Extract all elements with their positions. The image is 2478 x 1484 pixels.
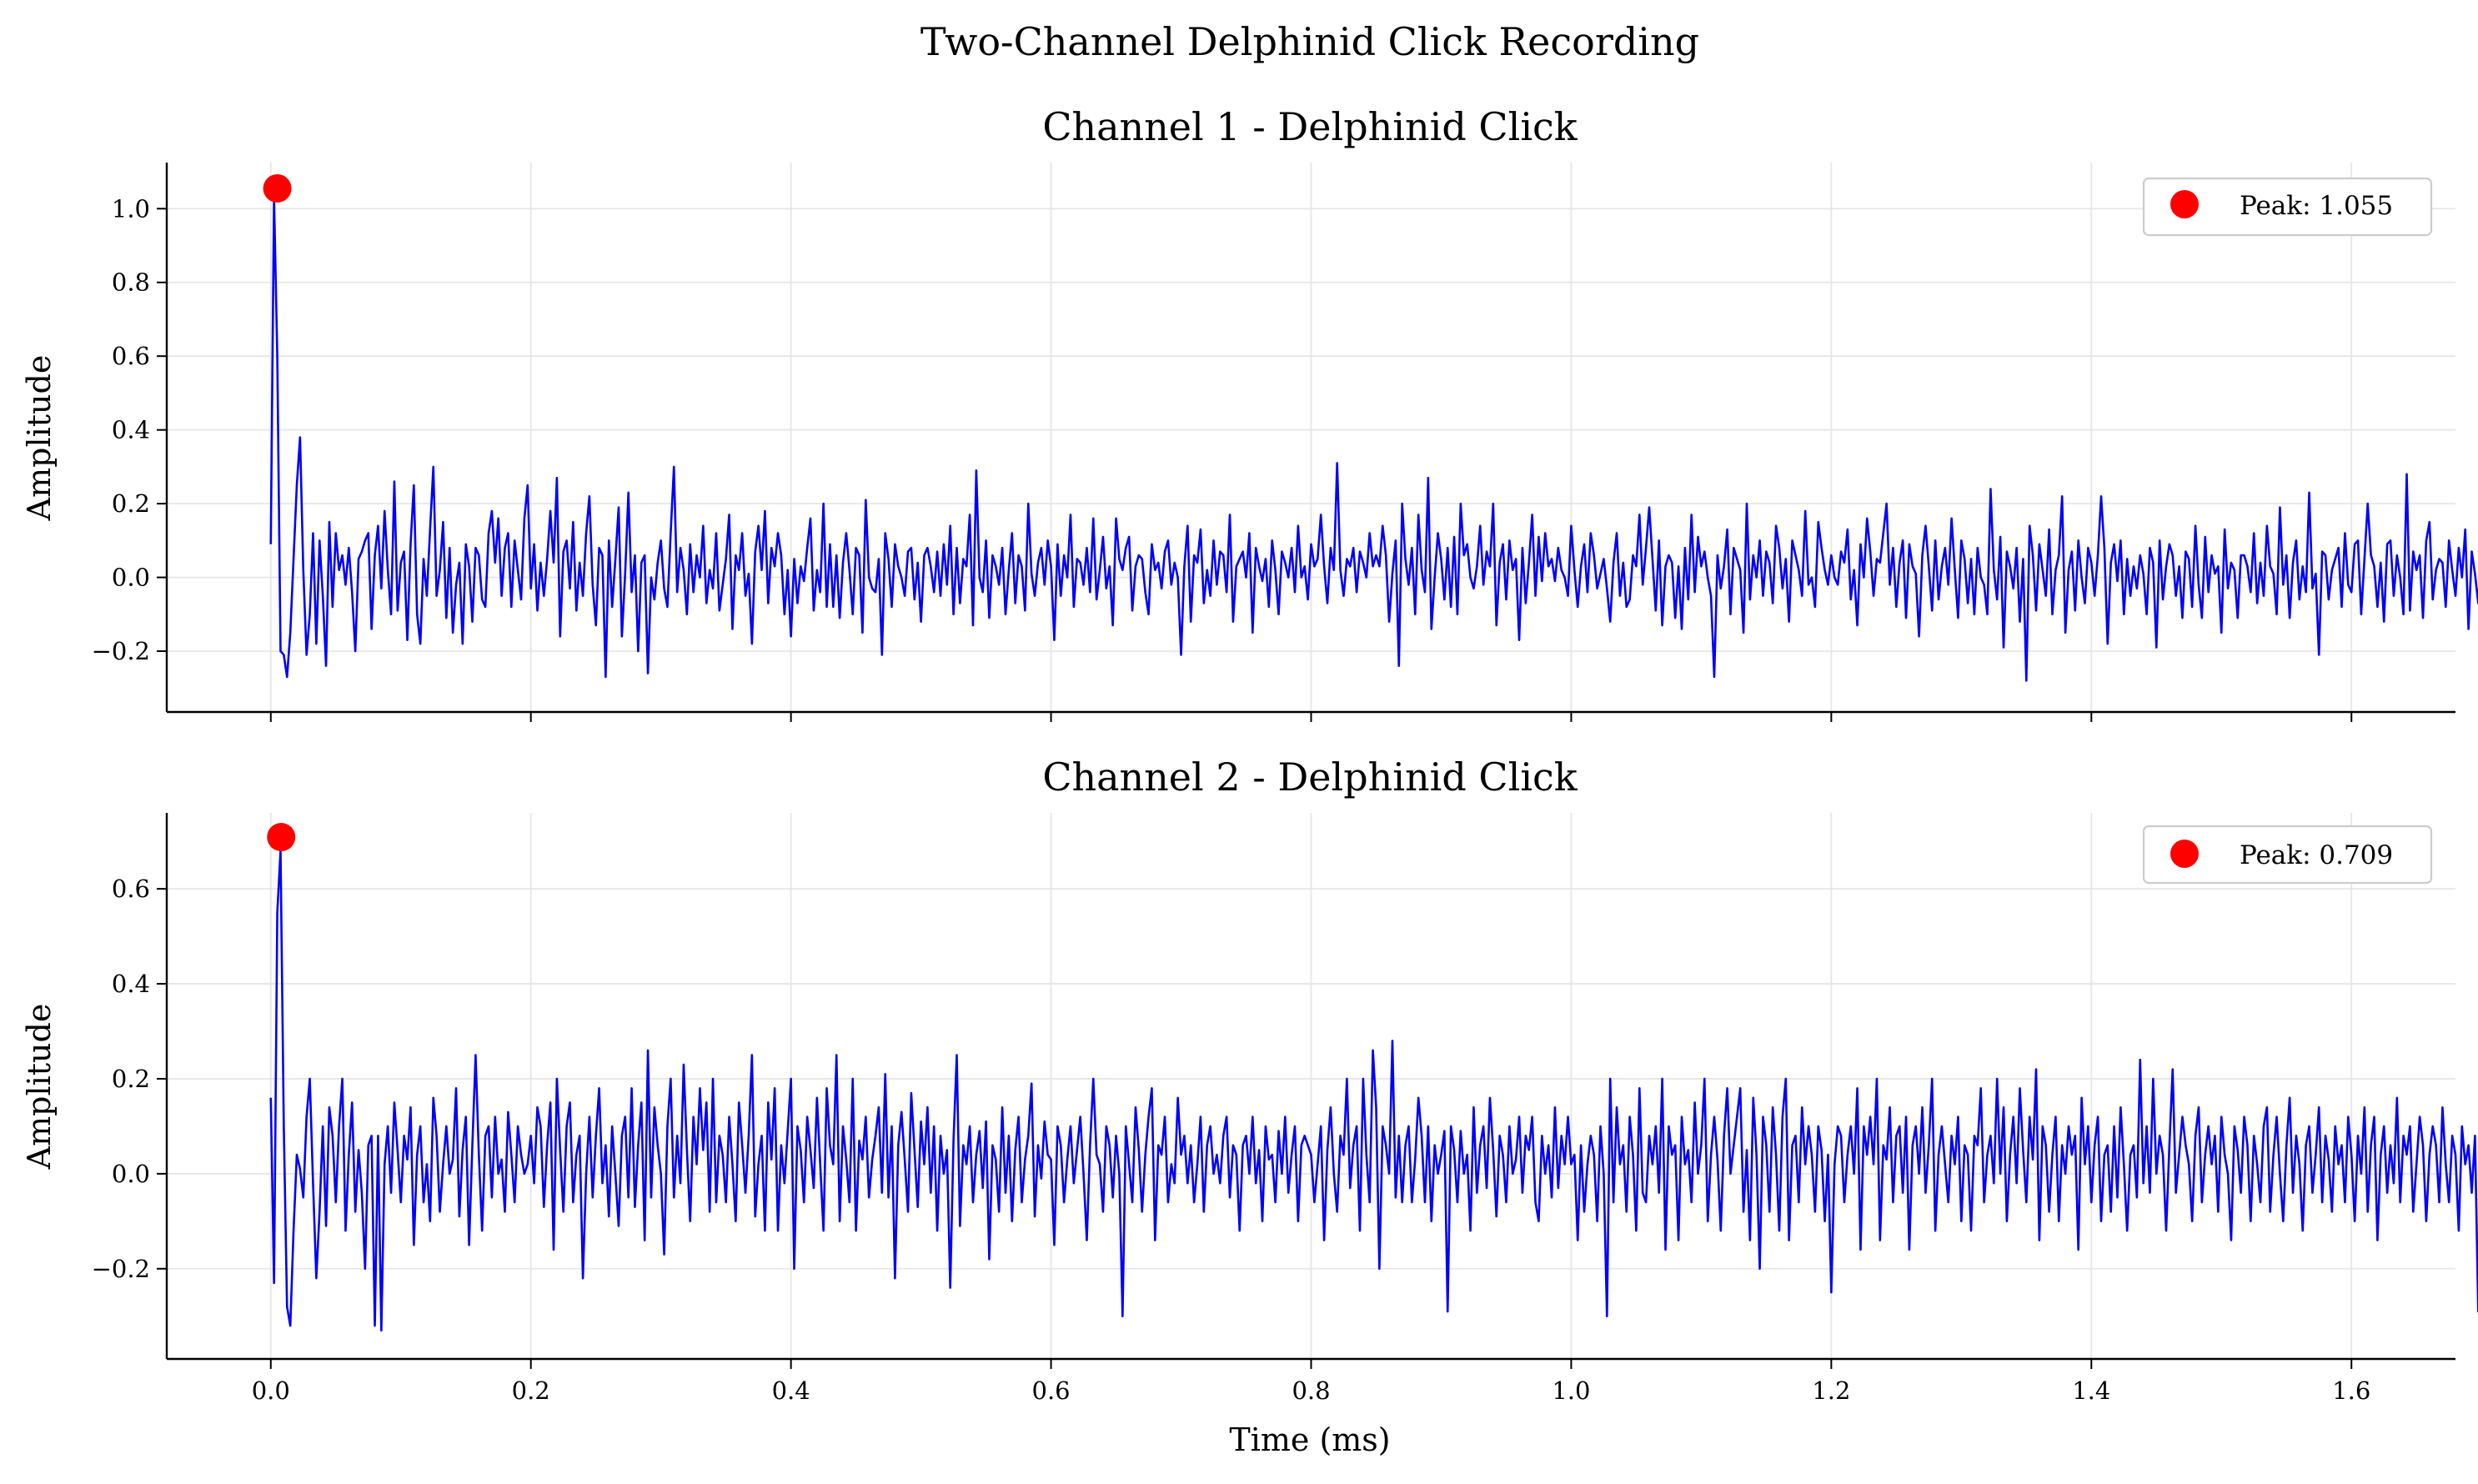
x-tick-label: 0.6 — [1032, 1376, 1071, 1405]
series-line — [269, 196, 2478, 682]
chart-title: Channel 1 - Delphinid Click — [1042, 104, 1578, 149]
y-tick-label: 0.2 — [112, 489, 150, 518]
y-axis-label: Amplitude — [21, 1004, 58, 1171]
chart-title: Channel 2 - Delphinid Click — [1042, 755, 1578, 800]
legend-peak-marker — [2170, 840, 2199, 868]
x-tick-label: 0.0 — [252, 1376, 290, 1405]
y-tick-label: 0.6 — [112, 875, 150, 903]
series-line — [269, 850, 2478, 1332]
legend-label: Peak: 1.055 — [2240, 191, 2393, 221]
legend-peak-marker — [2170, 190, 2199, 218]
x-tick-label: 0.8 — [1292, 1376, 1330, 1405]
x-tick-label: 1.4 — [2072, 1376, 2110, 1405]
legend-box — [2142, 825, 2433, 885]
y-tick-label: −0.2 — [92, 1255, 150, 1283]
grid — [167, 163, 2455, 712]
legend-label: Peak: 0.709 — [2240, 840, 2393, 870]
peak-marker — [263, 173, 292, 203]
y-tick-label: 0.8 — [112, 268, 150, 297]
signal-line — [269, 850, 2478, 1332]
chart-channel-1: Channel 1 - Delphinid Click −0.2 0.0 0.2 0.… — [21, 104, 2478, 722]
peak-marker — [267, 823, 296, 852]
y-tick-label: 0.4 — [112, 416, 150, 444]
figure-title: Two-Channel Delphinid Click Recording — [920, 19, 1699, 64]
legend: Peak: 0.709 — [2142, 825, 2433, 885]
peak-marker-group — [267, 823, 296, 852]
y-tick-label: 0.4 — [112, 970, 150, 998]
ticks: −0.2 0.0 0.2 0.4 0.6 0.8 1.0 — [92, 194, 2353, 722]
signal-line — [269, 196, 2478, 682]
y-tick-label: 1.0 — [112, 194, 150, 223]
x-tick-label: 1.2 — [1812, 1376, 1850, 1405]
x-axis-label: Time (ms) — [1229, 1421, 1390, 1458]
y-tick-label: 0.2 — [112, 1065, 150, 1093]
legend-box — [2142, 177, 2433, 237]
chart-channel-2: Channel 2 - Delphinid Click 0.0 0.2 0.4 0.6… — [21, 755, 2478, 1458]
y-tick-label: −0.2 — [92, 637, 150, 665]
x-tick-label: 1.0 — [1552, 1376, 1590, 1405]
x-tick-label: 0.2 — [512, 1376, 550, 1405]
grid — [167, 813, 2455, 1359]
y-tick-label: 0.0 — [112, 564, 150, 592]
legend: Peak: 1.055 — [2142, 177, 2433, 237]
x-tick-label: 1.6 — [2332, 1376, 2370, 1405]
y-tick-label: 0.0 — [112, 1160, 150, 1188]
x-tick-label: 0.4 — [772, 1376, 810, 1405]
y-tick-label: 0.6 — [112, 342, 150, 370]
ticks: 0.0 0.2 0.4 0.6 0.8 1.0 1.2 1.4 1.6 −0.2 0.0 0.2 0.4… — [92, 875, 2371, 1405]
peak-marker-group — [263, 173, 292, 203]
y-axis-label: Amplitude — [21, 355, 58, 522]
